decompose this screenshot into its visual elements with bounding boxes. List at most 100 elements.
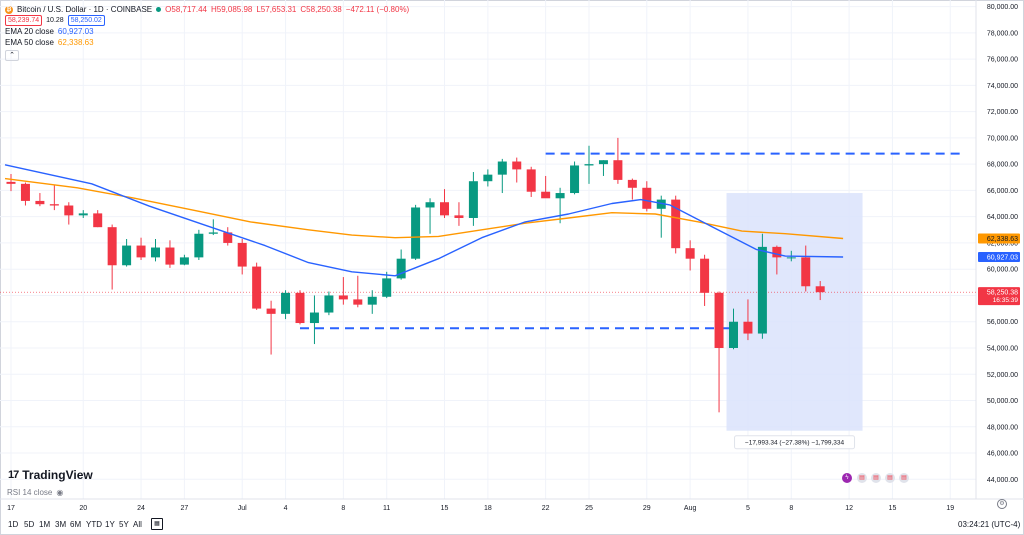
candle-down[interactable]: [252, 266, 262, 309]
candle-up[interactable]: [425, 202, 435, 208]
candle-up[interactable]: [483, 174, 493, 182]
candle-up[interactable]: [151, 247, 160, 258]
candle-down[interactable]: [35, 200, 45, 205]
candle-down[interactable]: [64, 205, 74, 216]
candle-up[interactable]: [309, 312, 319, 324]
ema20-row[interactable]: EMA 20 close 60,927.03: [5, 26, 409, 37]
x-tick-label: 11: [383, 505, 390, 512]
candle-up[interactable]: [324, 295, 334, 313]
y-tick-label: 52,000.00: [987, 372, 1018, 379]
candle-down[interactable]: [295, 292, 305, 324]
y-tick-label: 74,000.00: [987, 83, 1018, 90]
ohlc-low: L57,653.31: [256, 4, 297, 14]
y-tick-label: 54,000.00: [987, 345, 1018, 352]
x-tick-label: 19: [946, 505, 954, 512]
timeframe-1m[interactable]: 1M: [39, 520, 51, 529]
ema20-line[interactable]: [4, 164, 844, 277]
candle-up[interactable]: [570, 165, 580, 194]
candle-down[interactable]: [627, 179, 637, 188]
candle-up[interactable]: [757, 246, 767, 334]
candle-down[interactable]: [49, 204, 59, 206]
timeframe-3m[interactable]: 3M: [55, 520, 67, 529]
candle-up[interactable]: [729, 321, 738, 348]
candle-down[interactable]: [772, 246, 782, 258]
candle-down[interactable]: [671, 199, 681, 249]
y-tick-label: 50,000.00: [987, 398, 1018, 405]
candle-up[interactable]: [194, 233, 204, 258]
rsi-label-text: RSI 14 close: [7, 488, 53, 497]
collapse-legend-button[interactable]: ⌃: [5, 50, 19, 61]
y-tick-label: 64,000.00: [987, 214, 1018, 221]
ema50-label: EMA 50 close: [5, 37, 54, 47]
us-flag-icon[interactable]: ▤: [857, 473, 867, 483]
y-tick-label: 68,000.00: [987, 162, 1018, 169]
ema50-row[interactable]: EMA 50 close 62,338.63: [5, 37, 409, 48]
candle-up[interactable]: [598, 160, 608, 165]
buy-price-button[interactable]: 58,250.02: [67, 15, 105, 26]
eye-icon[interactable]: ◉: [56, 488, 64, 497]
rsi-pane-label[interactable]: RSI 14 close ◉: [7, 488, 63, 497]
y-tick-label: 76,000.00: [987, 57, 1018, 64]
ema50-value: 62,338.63: [57, 37, 94, 47]
candle-up[interactable]: [656, 199, 666, 209]
bitcoin-icon: ₿: [5, 5, 13, 14]
candle-down[interactable]: [815, 286, 825, 293]
y-tick-label: 70,000.00: [987, 135, 1018, 142]
candle-down[interactable]: [353, 299, 363, 305]
candle-up[interactable]: [396, 258, 406, 279]
candle-down[interactable]: [20, 183, 30, 201]
timeframe-5d[interactable]: 5D: [24, 520, 35, 529]
candle-down[interactable]: [165, 247, 175, 265]
sell-price-button[interactable]: 58,239.74: [5, 15, 43, 26]
candle-down[interactable]: [642, 187, 652, 209]
candle-down[interactable]: [136, 245, 146, 258]
candle-up[interactable]: [497, 161, 507, 175]
candle-down[interactable]: [338, 295, 348, 300]
timeframe-ytd[interactable]: YTD: [86, 520, 102, 529]
symbol-title[interactable]: Bitcoin / U.S. Dollar · 1D · COINBASE: [17, 4, 153, 14]
candle-down[interactable]: [454, 215, 464, 218]
candle-up[interactable]: [382, 278, 392, 297]
candle-up[interactable]: [122, 245, 132, 266]
candle-down[interactable]: [512, 161, 522, 170]
candle-up[interactable]: [78, 213, 88, 216]
candle-down[interactable]: [266, 308, 276, 314]
us-flag-icon[interactable]: ▤: [899, 473, 909, 483]
candle-down[interactable]: [440, 202, 449, 216]
timeframe-all[interactable]: All: [133, 520, 142, 529]
candle-up[interactable]: [786, 257, 796, 259]
scale-settings-icon[interactable]: ⚙: [997, 499, 1007, 509]
event-flash-icon[interactable]: ϟ: [842, 473, 852, 483]
candle-up[interactable]: [468, 181, 478, 218]
candle-up[interactable]: [367, 296, 377, 305]
candle-down[interactable]: [6, 181, 16, 184]
candle-up[interactable]: [584, 164, 594, 166]
candle-down[interactable]: [107, 227, 117, 266]
candle-down[interactable]: [526, 169, 536, 192]
timeframe-6m[interactable]: 6M: [70, 520, 82, 529]
clock[interactable]: 03:24:21 (UTC-4): [958, 520, 1021, 529]
measure-range-box[interactable]: [726, 193, 863, 431]
candle-down[interactable]: [700, 258, 710, 293]
candle-down[interactable]: [237, 242, 247, 267]
candle-up[interactable]: [208, 232, 218, 234]
candle-up[interactable]: [411, 207, 421, 259]
candle-down[interactable]: [743, 321, 753, 334]
candle-down[interactable]: [93, 213, 103, 228]
candle-down[interactable]: [223, 232, 233, 243]
candle-down[interactable]: [613, 160, 623, 180]
timeframe-5y[interactable]: 5Y: [119, 520, 129, 529]
timeframe-1y[interactable]: 1Y: [105, 520, 115, 529]
candle-down[interactable]: [541, 191, 551, 199]
us-flag-icon[interactable]: ▤: [871, 473, 881, 483]
candle-down[interactable]: [801, 257, 811, 287]
candle-down[interactable]: [685, 248, 695, 259]
candle-down[interactable]: [714, 292, 724, 348]
calendar-icon[interactable]: ▦: [151, 518, 163, 530]
candle-up[interactable]: [179, 257, 189, 265]
candle-up[interactable]: [555, 193, 565, 199]
candle-up[interactable]: [281, 292, 291, 314]
us-flag-icon[interactable]: ▤: [885, 473, 895, 483]
timeframe-1d[interactable]: 1D: [8, 520, 19, 529]
